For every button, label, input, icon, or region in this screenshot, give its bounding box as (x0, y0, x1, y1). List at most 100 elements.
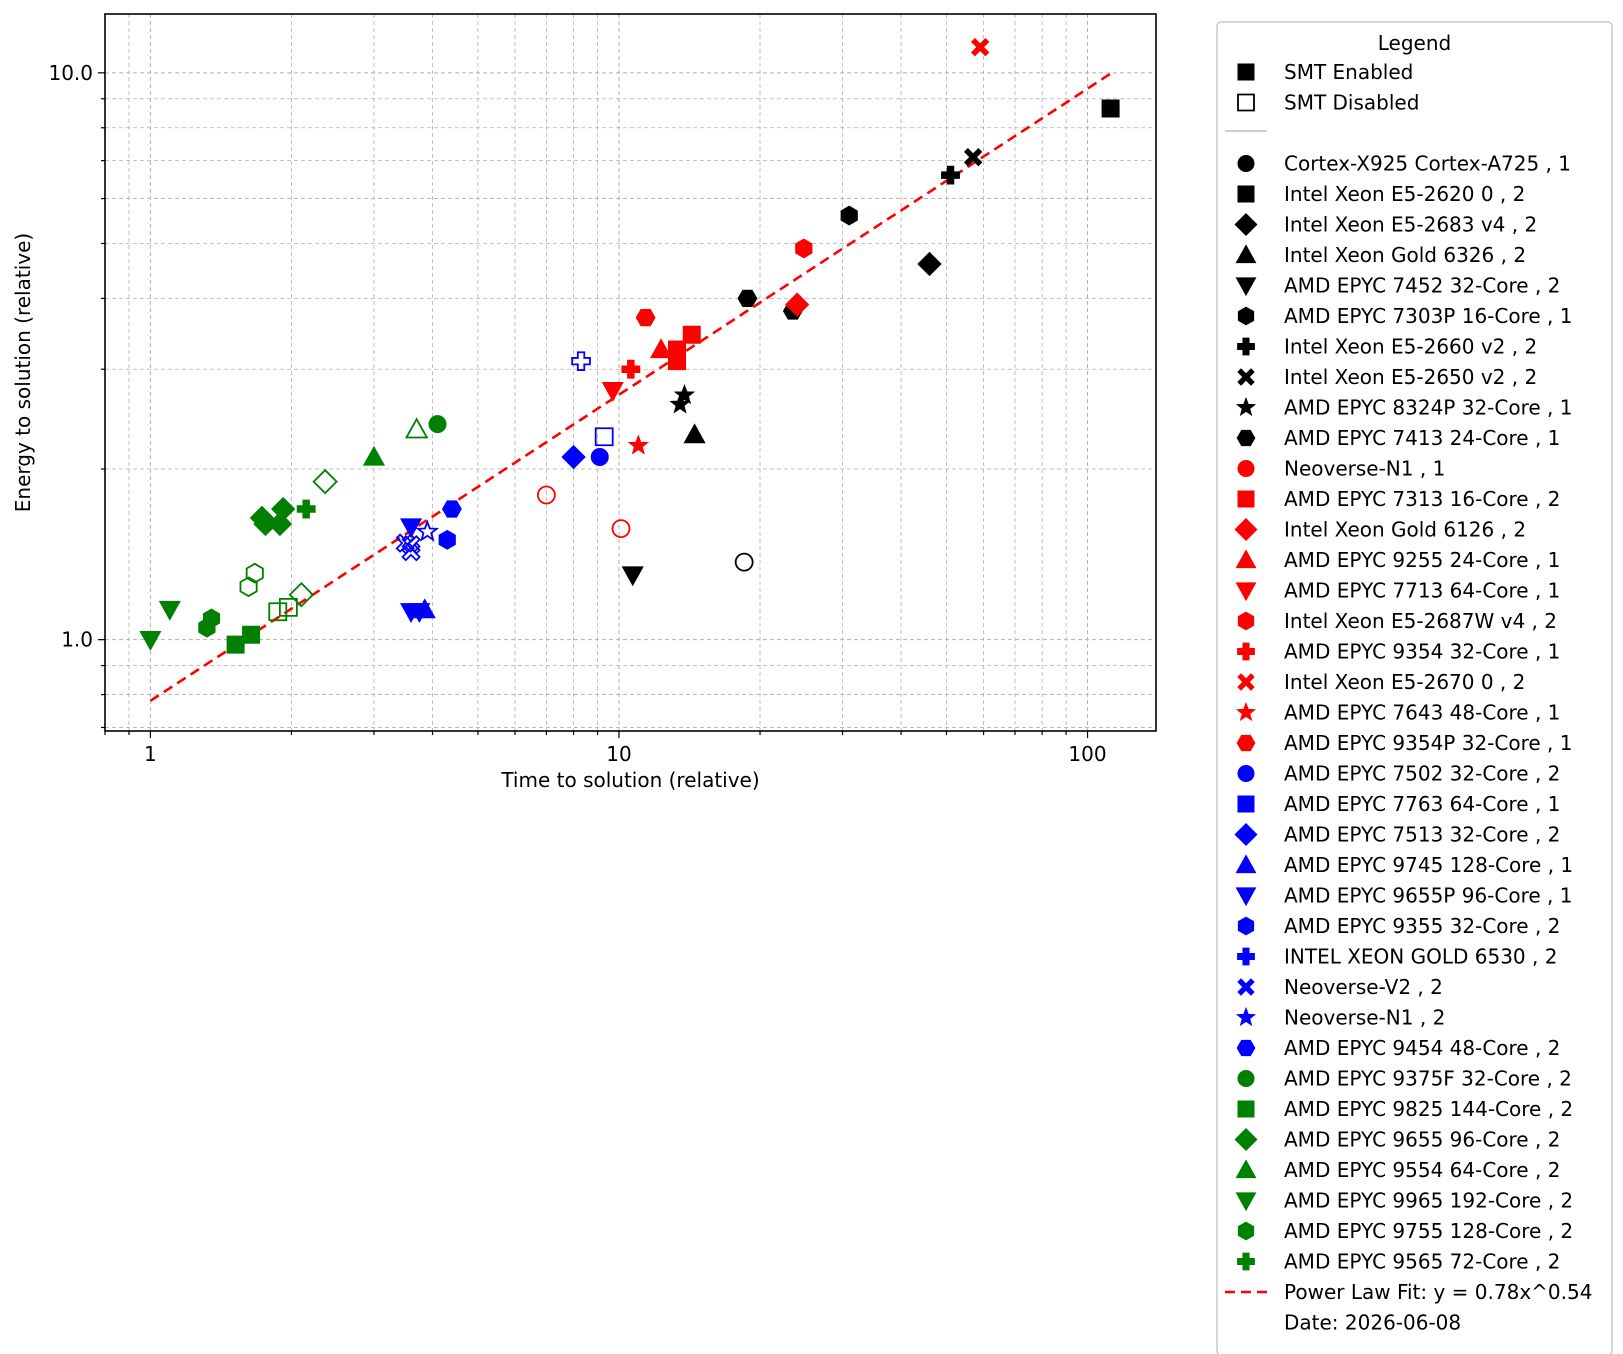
legend-marker (1235, 854, 1257, 874)
legend-marker (1235, 1006, 1257, 1027)
y-axis-label: Energy to solution (relative) (11, 233, 35, 512)
legend-items: SMT Enabled SMT Disabled Cortex-X925 Corte… (1225, 60, 1592, 1335)
legend-marker (1235, 244, 1257, 264)
legend-marker (1234, 1127, 1258, 1152)
data-point (795, 238, 813, 259)
legend-label: AMD EPYC 8324P 32-Core , 1 (1284, 396, 1572, 420)
x-tick-label: 100 (1068, 742, 1106, 766)
data-point (673, 383, 696, 405)
legend-label: Neoverse-V2 , 2 (1284, 975, 1443, 999)
legend-marker (1237, 337, 1255, 356)
data-point (1101, 99, 1120, 118)
legend-label: AMD EPYC 9825 144-Core , 2 (1284, 1097, 1573, 1121)
legend-marker (1237, 673, 1255, 691)
data-point (139, 630, 162, 651)
data-point (278, 598, 298, 617)
legend-label: AMD EPYC 9554 64-Core , 2 (1284, 1158, 1560, 1182)
plot-frame (104, 13, 1157, 732)
legend-label: Cortex-X925 Cortex-A725 , 1 (1284, 152, 1571, 176)
data-point (401, 535, 421, 555)
data-point (963, 147, 983, 167)
legend-marker (1236, 734, 1256, 752)
legend-marker (1237, 916, 1255, 936)
legend-box (1216, 21, 1613, 1354)
legend-label: AMD EPYC 9655P 96-Core , 1 (1284, 884, 1572, 908)
legend-label: Intel Xeon Gold 6326 , 2 (1284, 243, 1526, 267)
legend-marker (1237, 611, 1255, 631)
legend-label: AMD EPYC 9755 128-Core , 2 (1284, 1219, 1573, 1243)
legend-label: AMD EPYC 9745 128-Core , 1 (1284, 853, 1573, 877)
data-point (536, 485, 556, 505)
fit-line-layer (149, 72, 1112, 702)
legend-label: AMD EPYC 9354P 32-Core , 1 (1284, 731, 1572, 755)
legend-label: Intel Xeon E5-2660 v2 , 2 (1284, 335, 1537, 359)
data-point (621, 359, 641, 379)
legend-marker (1236, 429, 1256, 447)
legend-marker (1234, 822, 1258, 847)
legend-marker (1237, 185, 1255, 203)
data-point (362, 445, 386, 466)
data-point (441, 500, 462, 518)
legend-marker (1235, 582, 1257, 602)
legend-label: AMD EPYC 9255 24-Core , 1 (1284, 548, 1560, 572)
data-point (737, 289, 758, 307)
legend-label: AMD EPYC 7513 32-Core , 2 (1284, 823, 1560, 847)
legend-marker (1235, 396, 1257, 417)
legend-marker (1237, 1070, 1255, 1087)
legend-label: AMD EPYC 7313 16-Core , 2 (1284, 487, 1560, 511)
data-point (288, 582, 315, 608)
legend-marker (1236, 1039, 1256, 1057)
legend-marker (1237, 306, 1255, 326)
x-tick-label: 10 (606, 742, 631, 766)
data-point (683, 423, 706, 444)
data-point (312, 468, 338, 495)
x-axis-label: Time to solution (relative) (500, 768, 759, 792)
legend-date-label: Date: 2026-06-08 (1284, 1311, 1461, 1335)
legend-label: Neoverse-N1 , 1 (1284, 457, 1445, 481)
legend-label: Neoverse-N1 , 2 (1284, 1006, 1445, 1030)
legend-marker (1237, 765, 1255, 782)
data-point (621, 566, 644, 587)
legend-marker (1237, 63, 1255, 81)
data-point (734, 552, 754, 572)
legend-label: INTEL XEON GOLD 6530 , 2 (1284, 945, 1557, 969)
legend-label: AMD EPYC 9565 72-Core , 2 (1284, 1250, 1560, 1274)
data-point (571, 351, 591, 371)
legend-marker (1235, 701, 1257, 722)
legend-fit-label: Power Law Fit: y = 0.78x^0.54 (1284, 1280, 1592, 1304)
legend-label: AMD EPYC 9375F 32-Core , 2 (1284, 1067, 1572, 1091)
legend-label: AMD EPYC 7643 48-Core , 1 (1284, 701, 1560, 725)
axis-ticks: 1 10 100 1.0 10.0 (48, 61, 1106, 766)
y-tick-label: 1.0 (61, 628, 93, 652)
legend-label: AMD EPYC 9655 96-Core , 2 (1284, 1128, 1560, 1152)
legend-label: SMT Enabled (1284, 60, 1413, 84)
legend-label: Intel Xeon E5-2683 v4 , 2 (1284, 213, 1537, 237)
legend-marker (1237, 642, 1255, 661)
legend-marker (1234, 212, 1258, 237)
legend-label: AMD EPYC 7502 32-Core , 2 (1284, 762, 1560, 786)
y-tick-label: 10.0 (48, 61, 93, 85)
legend-label: Intel Xeon E5-2650 v2 , 2 (1284, 365, 1537, 389)
data-point (395, 533, 416, 553)
legend-label: Intel Xeon E5-2620 0 , 2 (1284, 182, 1525, 206)
legend-label: AMD EPYC 7452 32-Core , 2 (1284, 274, 1560, 298)
legend-label: Intel Xeon Gold 6126 , 2 (1284, 518, 1526, 542)
legend-marker (1237, 490, 1255, 508)
legend-marker (1234, 517, 1258, 542)
data-point (415, 519, 440, 542)
data-point (601, 381, 624, 402)
data-point (242, 625, 261, 644)
data-point (650, 338, 673, 359)
legend-marker (1235, 887, 1257, 907)
data-point (270, 496, 296, 522)
data-point (627, 434, 650, 455)
data-point (158, 600, 181, 621)
legend-marker (1237, 93, 1255, 112)
legend: Legend SMT Enabled SMT Disabled Cortex-X92… (1216, 21, 1613, 1354)
legend-label: AMD EPYC 7303P 16-Core , 1 (1284, 304, 1572, 328)
legend-marker (1237, 368, 1255, 386)
legend-label: Intel Xeon E5-2670 0 , 2 (1284, 670, 1525, 694)
data-point (635, 308, 656, 327)
data-point (428, 415, 447, 434)
